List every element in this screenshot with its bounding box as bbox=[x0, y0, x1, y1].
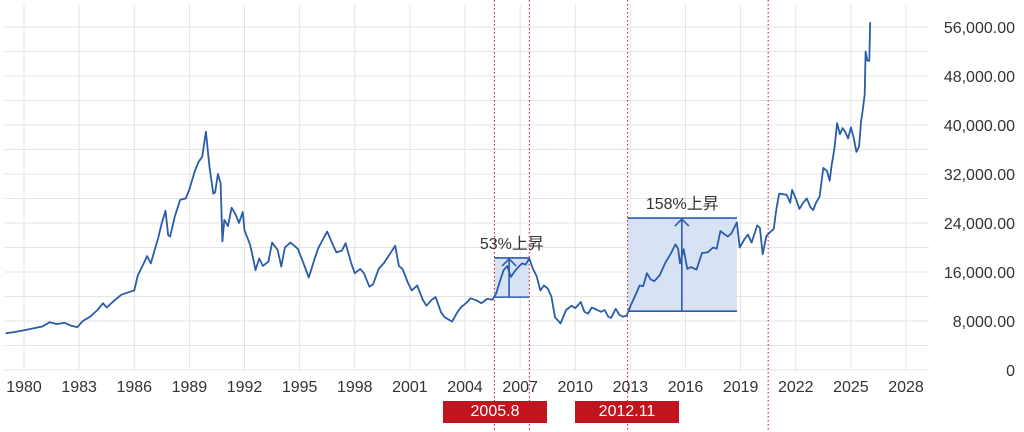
x-tick-label: 1992 bbox=[227, 379, 263, 396]
event-date-badge: 2012.11 bbox=[575, 401, 679, 423]
x-tick-label: 2007 bbox=[502, 379, 538, 396]
y-tick-label: 32,000.00 bbox=[944, 167, 1015, 184]
annotation-arrows: 53%上昇 158%上昇 bbox=[480, 195, 737, 313]
x-tick-label: 2010 bbox=[557, 379, 593, 396]
series-line bbox=[5, 22, 872, 335]
y-tick-label: 40,000.00 bbox=[944, 118, 1015, 135]
y-tick-label: 0 bbox=[1006, 363, 1015, 380]
arrow-up-icon bbox=[674, 217, 690, 227]
x-tick-label: 1986 bbox=[116, 379, 152, 396]
y-axis: 0 8,000.00 16,000.00 24,000.00 32,000.00 40,0… bbox=[944, 20, 1015, 380]
x-tick-label: 2013 bbox=[613, 379, 649, 396]
x-tick-label: 1989 bbox=[172, 379, 208, 396]
x-tick-label: 2004 bbox=[447, 379, 483, 396]
x-axis: 1980 1983 1986 1989 1992 1995 1998 2001 2004 2007… bbox=[6, 379, 924, 396]
x-tick-label: 1998 bbox=[337, 379, 373, 396]
grid bbox=[5, 5, 929, 371]
x-tick-label: 1995 bbox=[282, 379, 318, 396]
x-tick-label: 2016 bbox=[668, 379, 704, 396]
y-tick-label: 56,000.00 bbox=[944, 20, 1015, 37]
y-tick-label: 48,000.00 bbox=[944, 69, 1015, 86]
y-tick-label: 16,000.00 bbox=[944, 265, 1015, 282]
gain-label: 53%上昇 bbox=[480, 235, 544, 253]
x-tick-label: 1983 bbox=[61, 379, 97, 396]
x-tick-label: 2019 bbox=[723, 379, 759, 396]
arrow-up-icon bbox=[501, 257, 517, 267]
x-tick-label: 2025 bbox=[833, 379, 869, 396]
event-lines bbox=[493, 0, 769, 432]
gain-label: 158%上昇 bbox=[646, 195, 719, 213]
y-tick-label: 24,000.00 bbox=[944, 216, 1015, 233]
x-tick-label: 2001 bbox=[392, 379, 428, 396]
x-tick-label: 1980 bbox=[6, 379, 42, 396]
event-date-badge: 2005.8 bbox=[443, 401, 547, 423]
x-tick-label: 2022 bbox=[778, 379, 814, 396]
x-tick-label: 2028 bbox=[888, 379, 924, 396]
y-tick-label: 8,000.00 bbox=[953, 314, 1015, 331]
